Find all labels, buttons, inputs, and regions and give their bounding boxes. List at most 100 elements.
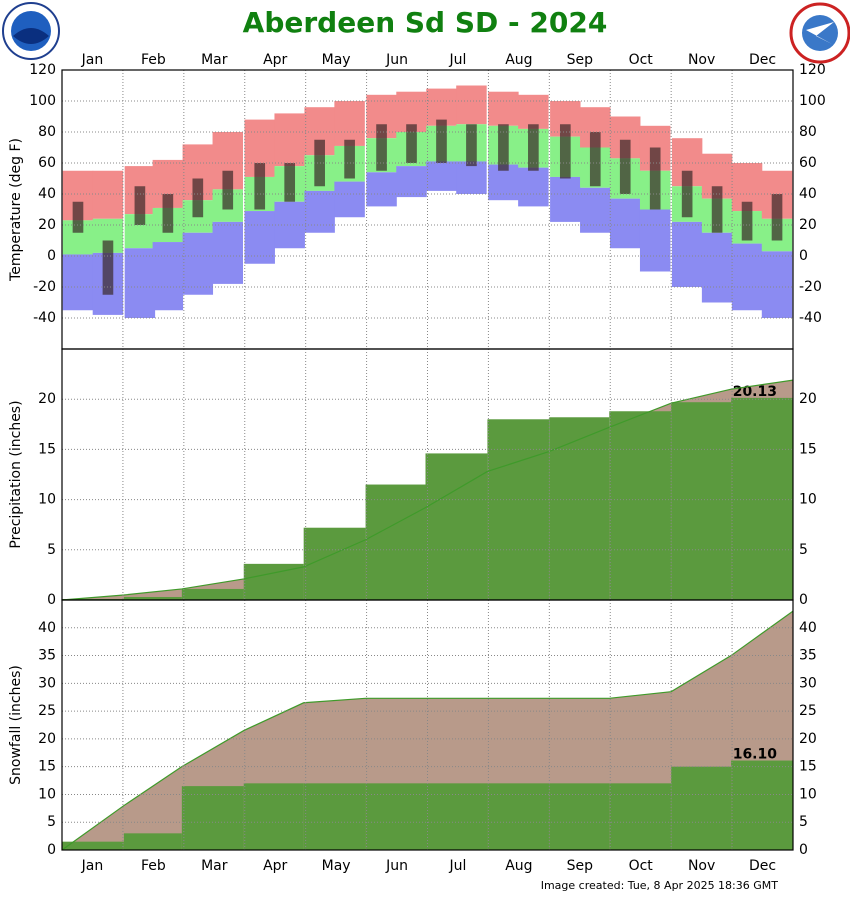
record-low-band	[701, 232, 733, 303]
month-label: Feb	[141, 52, 166, 68]
y-tick-label: 40	[799, 620, 817, 636]
y-tick-label: 10	[799, 786, 817, 802]
record-low-band	[731, 243, 763, 311]
y-tick-label: 80	[38, 124, 56, 140]
observed-range	[681, 170, 693, 218]
y-tick-label: 60	[38, 155, 56, 171]
observed-bar	[549, 417, 610, 600]
month-label: Jan	[81, 52, 104, 68]
y-tick-label: 40	[38, 620, 56, 636]
normal-line	[61, 610, 794, 851]
month-label: Sep	[567, 858, 594, 874]
month-label: Aug	[505, 52, 532, 68]
record-low-band	[456, 161, 487, 194]
record-low-band	[212, 221, 244, 284]
record-low-band	[62, 254, 94, 311]
y-tick-label: 15	[799, 441, 817, 457]
observed-bar	[365, 484, 426, 600]
observed-bar	[425, 453, 488, 600]
y-tick-label: 25	[799, 703, 817, 719]
record-low-band	[124, 248, 156, 318]
month-label: Dec	[749, 52, 776, 68]
record-low-band	[639, 209, 671, 272]
y-tick-label: 20	[799, 217, 817, 233]
y-tick-label: 35	[38, 648, 56, 664]
observed-range	[134, 186, 146, 225]
observed-bar	[609, 783, 672, 850]
footer: Image created: Tue, 8 Apr 2025 18:36 GMT	[541, 879, 779, 892]
month-label: Jul	[449, 858, 467, 874]
y-tick-label: 0	[799, 248, 808, 264]
observed-bar	[731, 397, 793, 600]
record-low-band	[671, 221, 703, 287]
record-low-band	[366, 172, 397, 207]
observed-range	[528, 124, 539, 171]
record-low-band	[580, 187, 611, 233]
y-tick-label: 10	[799, 492, 817, 508]
month-label: Sep	[567, 52, 594, 68]
observed-range	[314, 139, 325, 187]
observed-range	[102, 240, 114, 295]
y-tick-label: 0	[47, 248, 56, 264]
observed-range	[436, 119, 447, 163]
y-tick-label: -20	[33, 279, 56, 295]
observed-bar	[365, 783, 426, 850]
observed-bar	[549, 783, 610, 850]
observed-bar	[123, 833, 182, 850]
observed-range	[72, 201, 84, 233]
observed-range	[344, 139, 355, 179]
observed-bar	[671, 766, 732, 850]
y-tick-label: 15	[38, 759, 56, 775]
month-label: Nov	[688, 858, 715, 874]
observed-bar	[303, 783, 366, 850]
y-tick-label: 40	[799, 186, 817, 202]
observed-range	[406, 124, 417, 163]
y-tick-label: 20	[38, 391, 56, 407]
observed-range	[771, 194, 783, 241]
record-low-band	[244, 211, 275, 264]
month-label: Jan	[81, 858, 104, 874]
record-high-band	[488, 91, 519, 126]
record-low-band	[610, 198, 641, 249]
month-label: Jul	[449, 52, 467, 68]
observed-bar	[609, 411, 672, 600]
y-tick-label: 15	[38, 441, 56, 457]
month-label: May	[322, 52, 351, 68]
record-low-band	[304, 190, 335, 233]
observed-bar	[243, 563, 304, 600]
y-tick-label: 30	[38, 675, 56, 691]
y-tick-label: 5	[47, 814, 56, 830]
y-tick-label: 0	[47, 592, 56, 608]
observed-bar	[731, 760, 793, 850]
chart-title: Aberdeen Sd SD - 2024	[243, 6, 608, 39]
y-tick-label: 30	[799, 675, 817, 691]
nws-logo	[789, 2, 850, 64]
observed-range	[711, 186, 723, 233]
y-tick-label: 10	[38, 492, 56, 508]
observed-bar	[425, 783, 488, 850]
month-label: Jun	[385, 52, 408, 68]
y-axis-label: Precipitation (inches)	[8, 400, 24, 548]
month-label: Apr	[263, 52, 287, 68]
y-tick-label: 20	[799, 391, 817, 407]
observed-bar	[181, 588, 244, 600]
y-tick-label: 20	[799, 731, 817, 747]
month-label: Mar	[201, 52, 228, 68]
panel-frame	[61, 599, 794, 851]
observed-range	[649, 147, 661, 210]
record-low-band	[152, 242, 184, 311]
y-tick-label: 0	[799, 592, 808, 608]
observed-bar	[303, 527, 366, 600]
record-low-band	[182, 232, 214, 295]
y-tick-label: -40	[799, 310, 822, 326]
observed-range	[254, 163, 266, 210]
y-tick-label: 35	[799, 648, 817, 664]
y-tick-label: 120	[29, 62, 56, 78]
y-tick-label: 80	[799, 124, 817, 140]
month-label: Oct	[629, 858, 654, 874]
y-tick-label: 120	[799, 62, 826, 78]
y-tick-label: 25	[38, 703, 56, 719]
month-label: May	[322, 858, 351, 874]
month-label: Jun	[385, 858, 408, 874]
